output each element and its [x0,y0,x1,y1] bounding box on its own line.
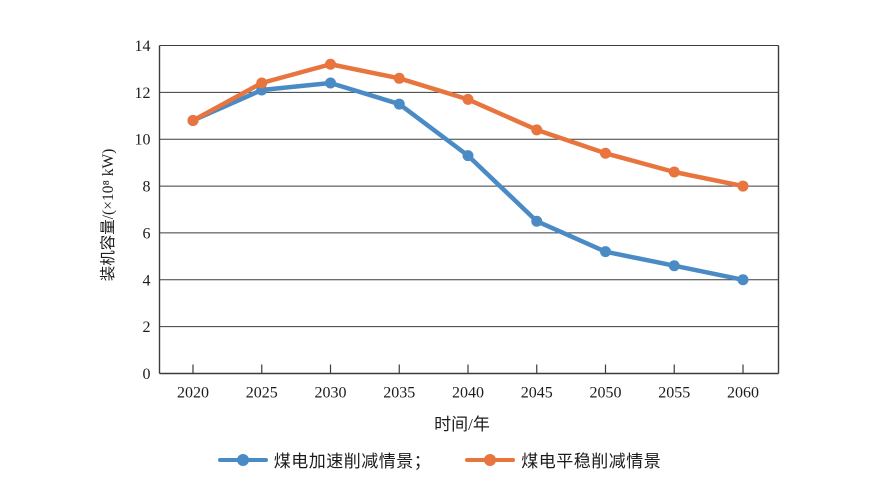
data-point-marker [187,114,199,126]
x-tick-label: 2060 [727,385,759,402]
data-point-marker [668,166,680,178]
data-point-marker [393,72,405,84]
series-line [190,61,746,189]
legend-swatch-blue [217,453,268,466]
data-point-marker [393,98,405,110]
legend: 煤电加速削减情景； 煤电平稳削减情景 [0,447,879,472]
legend-label-accelerated: 煤电加速削减情景； [273,452,432,471]
y-tick-label: 0 [143,366,151,383]
blue-dot-marker-icon [236,453,249,466]
data-point-marker [668,260,680,272]
data-point-marker [600,246,611,258]
data-point-marker [462,150,474,162]
axis-labels-layer: 0 2 4 6 8 10 12 14 2020 2025 2030 2035 2040 2045 2050 2… [135,38,760,402]
x-tick-label: 2040 [452,385,484,402]
y-tick-label: 14 [135,38,151,55]
data-point-marker [531,215,543,227]
y-axis-title: 装机容量/(×10⁸ kW) [99,149,117,282]
y-tick-label: 10 [135,132,151,149]
x-tick-label: 2045 [521,385,553,402]
x-tick-label: 2035 [383,385,415,402]
series-line [190,80,746,283]
x-tick-label: 2020 [177,385,209,402]
data-point-marker [531,124,543,136]
data-point-marker [256,77,268,89]
y-tick-label: 12 [135,85,151,102]
x-axis-title: 时间/年 [434,415,490,434]
y-tick-label: 2 [143,319,151,336]
y-tick-label: 6 [143,225,151,242]
legend-swatch-orange [465,453,516,466]
data-point-marker [325,58,336,70]
legend-label-steady: 煤电平稳削减情景 [521,452,662,471]
legend-item-accelerated: 煤电加速削减情景； [217,447,432,472]
x-tick-label: 2055 [658,385,690,402]
data-point-marker [325,77,336,89]
legend-item-steady: 煤电平稳削减情景 [465,447,661,472]
data-point-marker [737,274,749,286]
data-point-marker [462,93,474,105]
y-tick-label: 8 [143,179,151,196]
data-point-marker [600,147,611,159]
y-tick-label: 4 [143,272,151,289]
x-tick-label: 2030 [315,385,347,402]
x-tick-label: 2050 [590,385,622,402]
orange-dot-marker-icon [484,453,497,466]
x-tick-label: 2025 [246,385,278,402]
series-layer [187,58,749,286]
data-point-marker [737,180,749,192]
axes-layer [158,45,780,375]
